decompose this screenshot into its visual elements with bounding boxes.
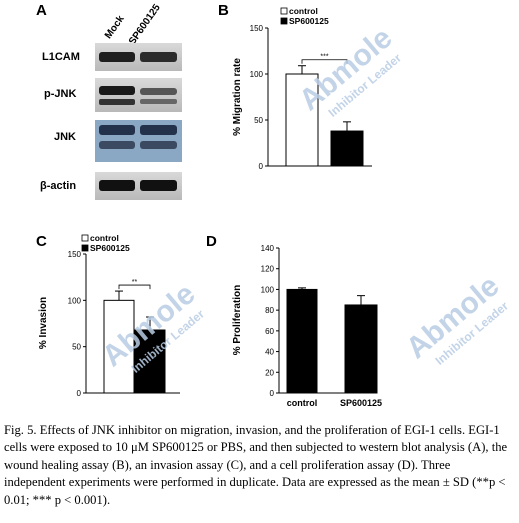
y-tick-label: 100 — [250, 70, 264, 79]
y-tick-label: 120 — [261, 265, 275, 274]
y-tick-label: 50 — [254, 116, 263, 125]
bar-sp600125 — [330, 130, 364, 167]
y-tick-label: 150 — [250, 24, 264, 33]
bar-control — [286, 288, 318, 394]
figure-caption: Fig. 5. Effects of JNK inhibitor on migr… — [4, 423, 508, 507]
blot-strip-beta-actin — [95, 172, 182, 200]
blot-strip-jnk — [95, 120, 182, 162]
blot-label-p-jnk: p-JNK — [44, 88, 77, 100]
y-axis-label: % Invasion — [38, 297, 49, 349]
legend-swatch — [81, 234, 89, 242]
blot-strip-p-jnk — [95, 78, 182, 112]
blot-strip-l1cam — [95, 43, 182, 71]
legend-label: SP600125 — [289, 16, 329, 26]
y-axis-label: % Proliferation — [232, 285, 243, 356]
bar-control — [103, 299, 135, 394]
panel-c-letter: C — [36, 233, 47, 250]
y-tick-label: 0 — [77, 389, 82, 398]
significance-label: *** — [320, 54, 328, 61]
legend-swatch — [280, 7, 288, 15]
y-tick-label: 60 — [265, 327, 274, 336]
chart-proliferation: 0 20 40 60 80 100 120 140 % Proliferation control… — [232, 244, 382, 408]
y-tick-label: 0 — [259, 162, 264, 171]
bar-control — [285, 73, 319, 167]
legend-label: SP600125 — [90, 243, 130, 253]
y-tick-label: 140 — [261, 244, 275, 253]
chart-migration: 0 50 100 150 % Migration rate *** controlSP600… — [232, 6, 372, 171]
blot-label-jnk: JNK — [54, 131, 77, 143]
y-tick-label: 100 — [68, 296, 82, 305]
x-tick-label: control — [287, 398, 318, 408]
x-tick-label: SP600125 — [340, 398, 382, 408]
panel-b-letter: B — [218, 2, 229, 19]
y-tick-label: 100 — [261, 285, 275, 294]
y-tick-label: 150 — [68, 250, 82, 259]
legend-label: control — [289, 6, 318, 16]
panel-a-letter: A — [36, 2, 47, 19]
y-axis-label: % Migration rate — [232, 58, 243, 136]
y-tick-label: 20 — [265, 368, 274, 377]
y-tick-label: 0 — [270, 389, 275, 398]
blot-label-beta-actin: β-actin — [40, 180, 77, 192]
y-tick-label: 40 — [265, 348, 274, 357]
legend-label: control — [90, 233, 119, 243]
blot-label-l1cam: L1CAM — [42, 51, 80, 63]
legend-swatch — [81, 244, 89, 252]
y-tick-label: 80 — [265, 306, 274, 315]
panel-d-letter: D — [206, 233, 217, 250]
significance-bracket — [118, 284, 151, 290]
legend-swatch — [280, 17, 288, 25]
significance-label: ** — [132, 279, 138, 286]
significance-bracket — [301, 59, 348, 64]
y-tick-label: 50 — [72, 343, 81, 352]
bar-sp600125 — [344, 304, 378, 394]
